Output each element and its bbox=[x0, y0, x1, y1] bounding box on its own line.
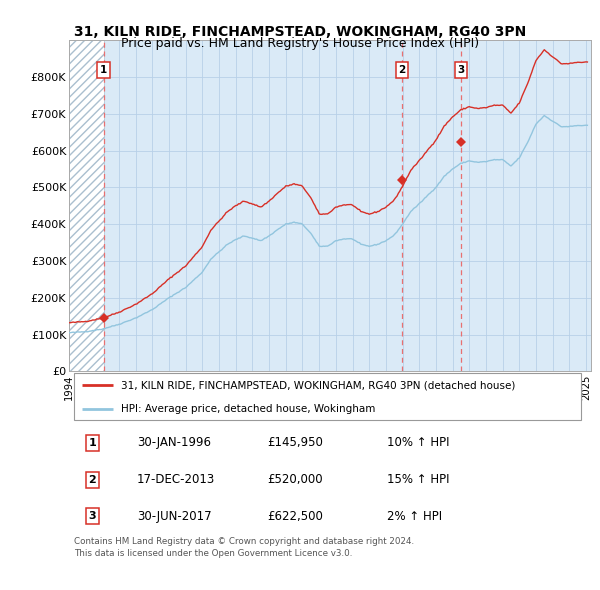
Text: 17-DEC-2013: 17-DEC-2013 bbox=[137, 473, 215, 486]
Text: 30-JAN-1996: 30-JAN-1996 bbox=[137, 437, 211, 450]
Text: 2% ↑ HPI: 2% ↑ HPI bbox=[388, 510, 443, 523]
Text: 30-JUN-2017: 30-JUN-2017 bbox=[137, 510, 211, 523]
Text: 31, KILN RIDE, FINCHAMPSTEAD, WOKINGHAM, RG40 3PN (detached house): 31, KILN RIDE, FINCHAMPSTEAD, WOKINGHAM,… bbox=[121, 380, 515, 390]
Text: 3: 3 bbox=[89, 512, 97, 522]
Text: £520,000: £520,000 bbox=[268, 473, 323, 486]
Text: 31, KILN RIDE, FINCHAMPSTEAD, WOKINGHAM, RG40 3PN: 31, KILN RIDE, FINCHAMPSTEAD, WOKINGHAM,… bbox=[74, 25, 526, 40]
Bar bbox=[69, 40, 104, 371]
Text: Contains HM Land Registry data © Crown copyright and database right 2024.
This d: Contains HM Land Registry data © Crown c… bbox=[74, 537, 415, 558]
Text: 1: 1 bbox=[100, 65, 107, 75]
Text: 15% ↑ HPI: 15% ↑ HPI bbox=[388, 473, 450, 486]
Text: HPI: Average price, detached house, Wokingham: HPI: Average price, detached house, Woki… bbox=[121, 404, 376, 414]
Text: 1: 1 bbox=[89, 438, 97, 448]
Text: 3: 3 bbox=[457, 65, 464, 75]
Text: £145,950: £145,950 bbox=[268, 437, 323, 450]
Text: 2: 2 bbox=[398, 65, 406, 75]
Text: 2: 2 bbox=[89, 475, 97, 485]
Text: Price paid vs. HM Land Registry's House Price Index (HPI): Price paid vs. HM Land Registry's House … bbox=[121, 37, 479, 50]
FancyBboxPatch shape bbox=[74, 373, 581, 420]
Text: £622,500: £622,500 bbox=[268, 510, 323, 523]
Text: 10% ↑ HPI: 10% ↑ HPI bbox=[388, 437, 450, 450]
